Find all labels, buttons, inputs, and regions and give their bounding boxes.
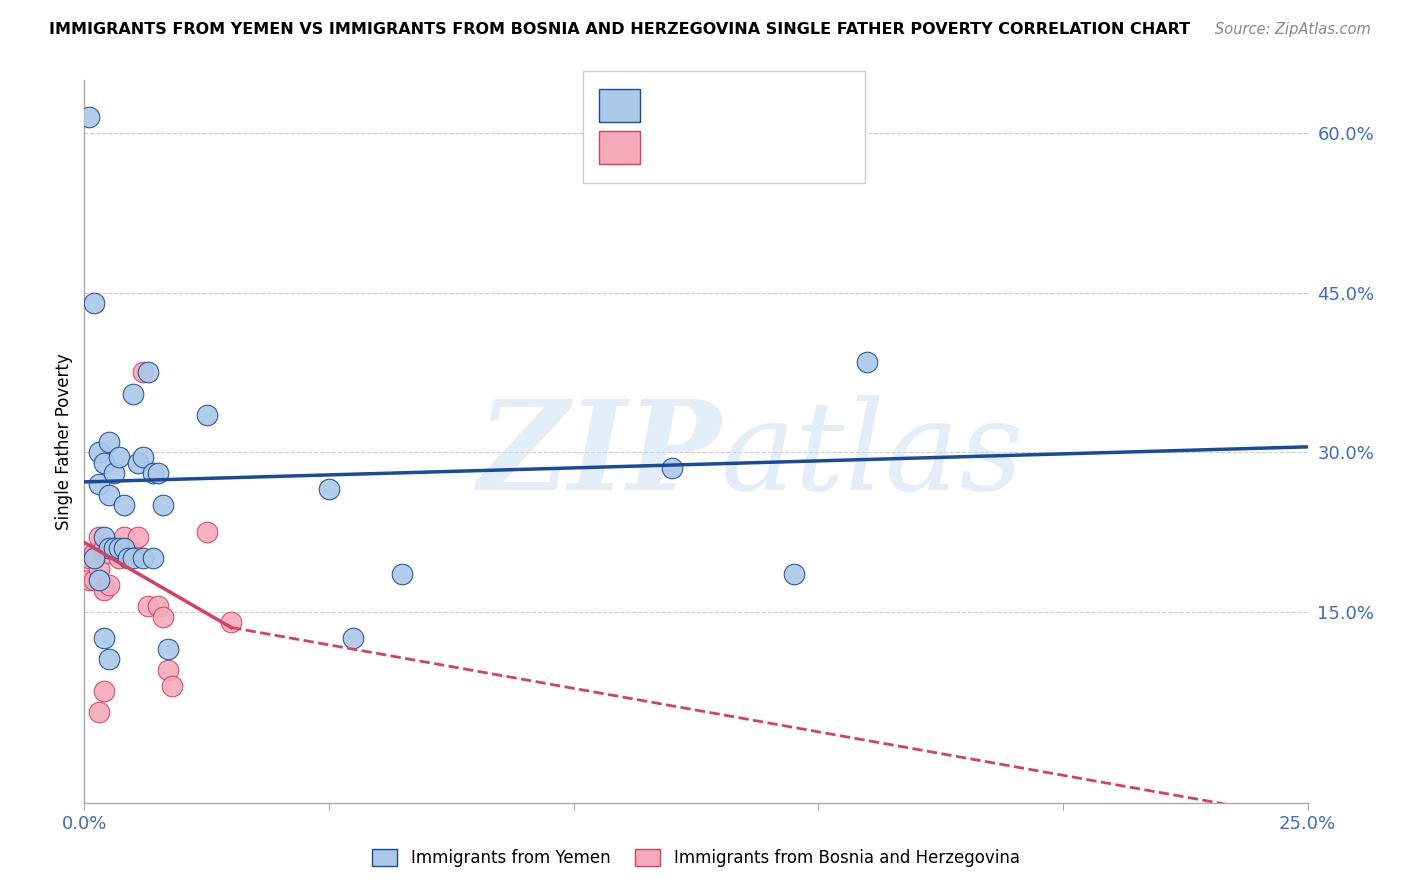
Point xyxy=(97,434,120,449)
Point xyxy=(93,456,115,470)
Point xyxy=(122,551,145,566)
Point xyxy=(127,530,149,544)
Point xyxy=(146,467,169,481)
Text: N =: N = xyxy=(740,96,779,114)
Point xyxy=(107,450,129,465)
Point xyxy=(97,578,120,592)
Point xyxy=(162,679,184,693)
Text: 38: 38 xyxy=(770,96,790,114)
Point xyxy=(117,546,139,560)
Point xyxy=(87,562,110,576)
Point xyxy=(97,488,120,502)
Point xyxy=(87,706,110,720)
Point xyxy=(136,599,159,614)
Y-axis label: Single Father Poverty: Single Father Poverty xyxy=(55,353,73,530)
Point xyxy=(87,573,110,587)
Point xyxy=(122,386,145,401)
Point xyxy=(122,546,145,560)
Point xyxy=(342,631,364,645)
Point xyxy=(77,111,100,125)
Text: N =: N = xyxy=(740,138,779,156)
Point xyxy=(156,663,179,677)
Point xyxy=(112,541,135,555)
Text: 26: 26 xyxy=(770,138,790,156)
Point xyxy=(107,541,129,555)
Point xyxy=(152,610,174,624)
Point xyxy=(103,541,125,555)
Point xyxy=(83,546,105,560)
Point xyxy=(142,551,165,566)
Point xyxy=(93,583,115,598)
Point xyxy=(132,551,155,566)
Point xyxy=(103,541,125,555)
Point xyxy=(93,541,115,555)
Point xyxy=(391,567,413,582)
Point xyxy=(103,467,125,481)
Text: atlas: atlas xyxy=(720,395,1024,516)
Text: Source: ZipAtlas.com: Source: ZipAtlas.com xyxy=(1215,22,1371,37)
Point xyxy=(127,456,149,470)
Point xyxy=(97,541,120,555)
Point xyxy=(83,551,105,566)
Text: ZIP: ZIP xyxy=(477,395,720,516)
Point xyxy=(87,477,110,491)
Point xyxy=(83,573,105,587)
Point xyxy=(146,599,169,614)
Point xyxy=(132,366,155,380)
Point xyxy=(219,615,242,630)
Point xyxy=(136,366,159,380)
Point xyxy=(83,296,105,310)
Text: R =: R = xyxy=(644,138,683,156)
Text: IMMIGRANTS FROM YEMEN VS IMMIGRANTS FROM BOSNIA AND HERZEGOVINA SINGLE FATHER PO: IMMIGRANTS FROM YEMEN VS IMMIGRANTS FROM… xyxy=(49,22,1191,37)
Point xyxy=(661,461,683,475)
Point xyxy=(93,530,115,544)
Point xyxy=(87,445,110,459)
Point xyxy=(112,498,135,512)
Point xyxy=(87,530,110,544)
Point xyxy=(77,573,100,587)
Point xyxy=(97,546,120,560)
Point xyxy=(856,355,879,369)
Point xyxy=(117,551,139,566)
Point xyxy=(195,408,218,422)
Legend: Immigrants from Yemen, Immigrants from Bosnia and Herzegovina: Immigrants from Yemen, Immigrants from B… xyxy=(366,842,1026,874)
Point xyxy=(195,524,218,539)
Point xyxy=(93,684,115,698)
Point xyxy=(93,631,115,645)
Point xyxy=(112,530,135,544)
Point xyxy=(318,483,340,497)
Point xyxy=(156,641,179,656)
Text: -0.198: -0.198 xyxy=(675,138,735,156)
Text: 0.071: 0.071 xyxy=(675,96,735,114)
Point xyxy=(132,450,155,465)
Point xyxy=(97,652,120,666)
Point xyxy=(152,498,174,512)
Point xyxy=(77,551,100,566)
Point xyxy=(107,551,129,566)
Text: R =: R = xyxy=(644,96,683,114)
Point xyxy=(783,567,806,582)
Point xyxy=(142,467,165,481)
